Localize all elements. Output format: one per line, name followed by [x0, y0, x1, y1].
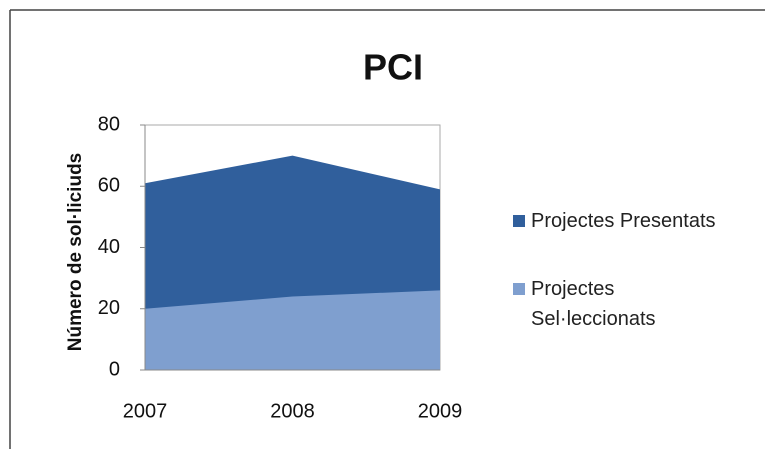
legend-label: Projectes Presentats [531, 210, 716, 232]
x-tick-label: 2007 [123, 400, 168, 422]
y-tick-label: 20 [98, 297, 120, 319]
legend-swatch [513, 215, 525, 227]
legend: Projectes Presentats Projectes Sel·leccio… [513, 206, 728, 372]
y-tick-label: 60 [98, 175, 120, 197]
y-tick-label: 80 [98, 113, 120, 135]
area [145, 290, 440, 370]
y-axis-title: Número de sol·liciuds [65, 153, 86, 351]
y-tick-label: 40 [98, 236, 120, 258]
legend-label: Projectes Sel·leccionats [531, 278, 656, 330]
x-tick-label: 2008 [270, 400, 315, 422]
legend-swatch [513, 283, 525, 295]
legend-item: Projectes Presentats [513, 206, 728, 236]
legend-item: Projectes Sel·leccionats [513, 274, 728, 334]
chart-title: PCI [363, 47, 423, 88]
y-tick-label: 0 [109, 358, 120, 380]
x-tick-label: 2009 [418, 400, 463, 422]
